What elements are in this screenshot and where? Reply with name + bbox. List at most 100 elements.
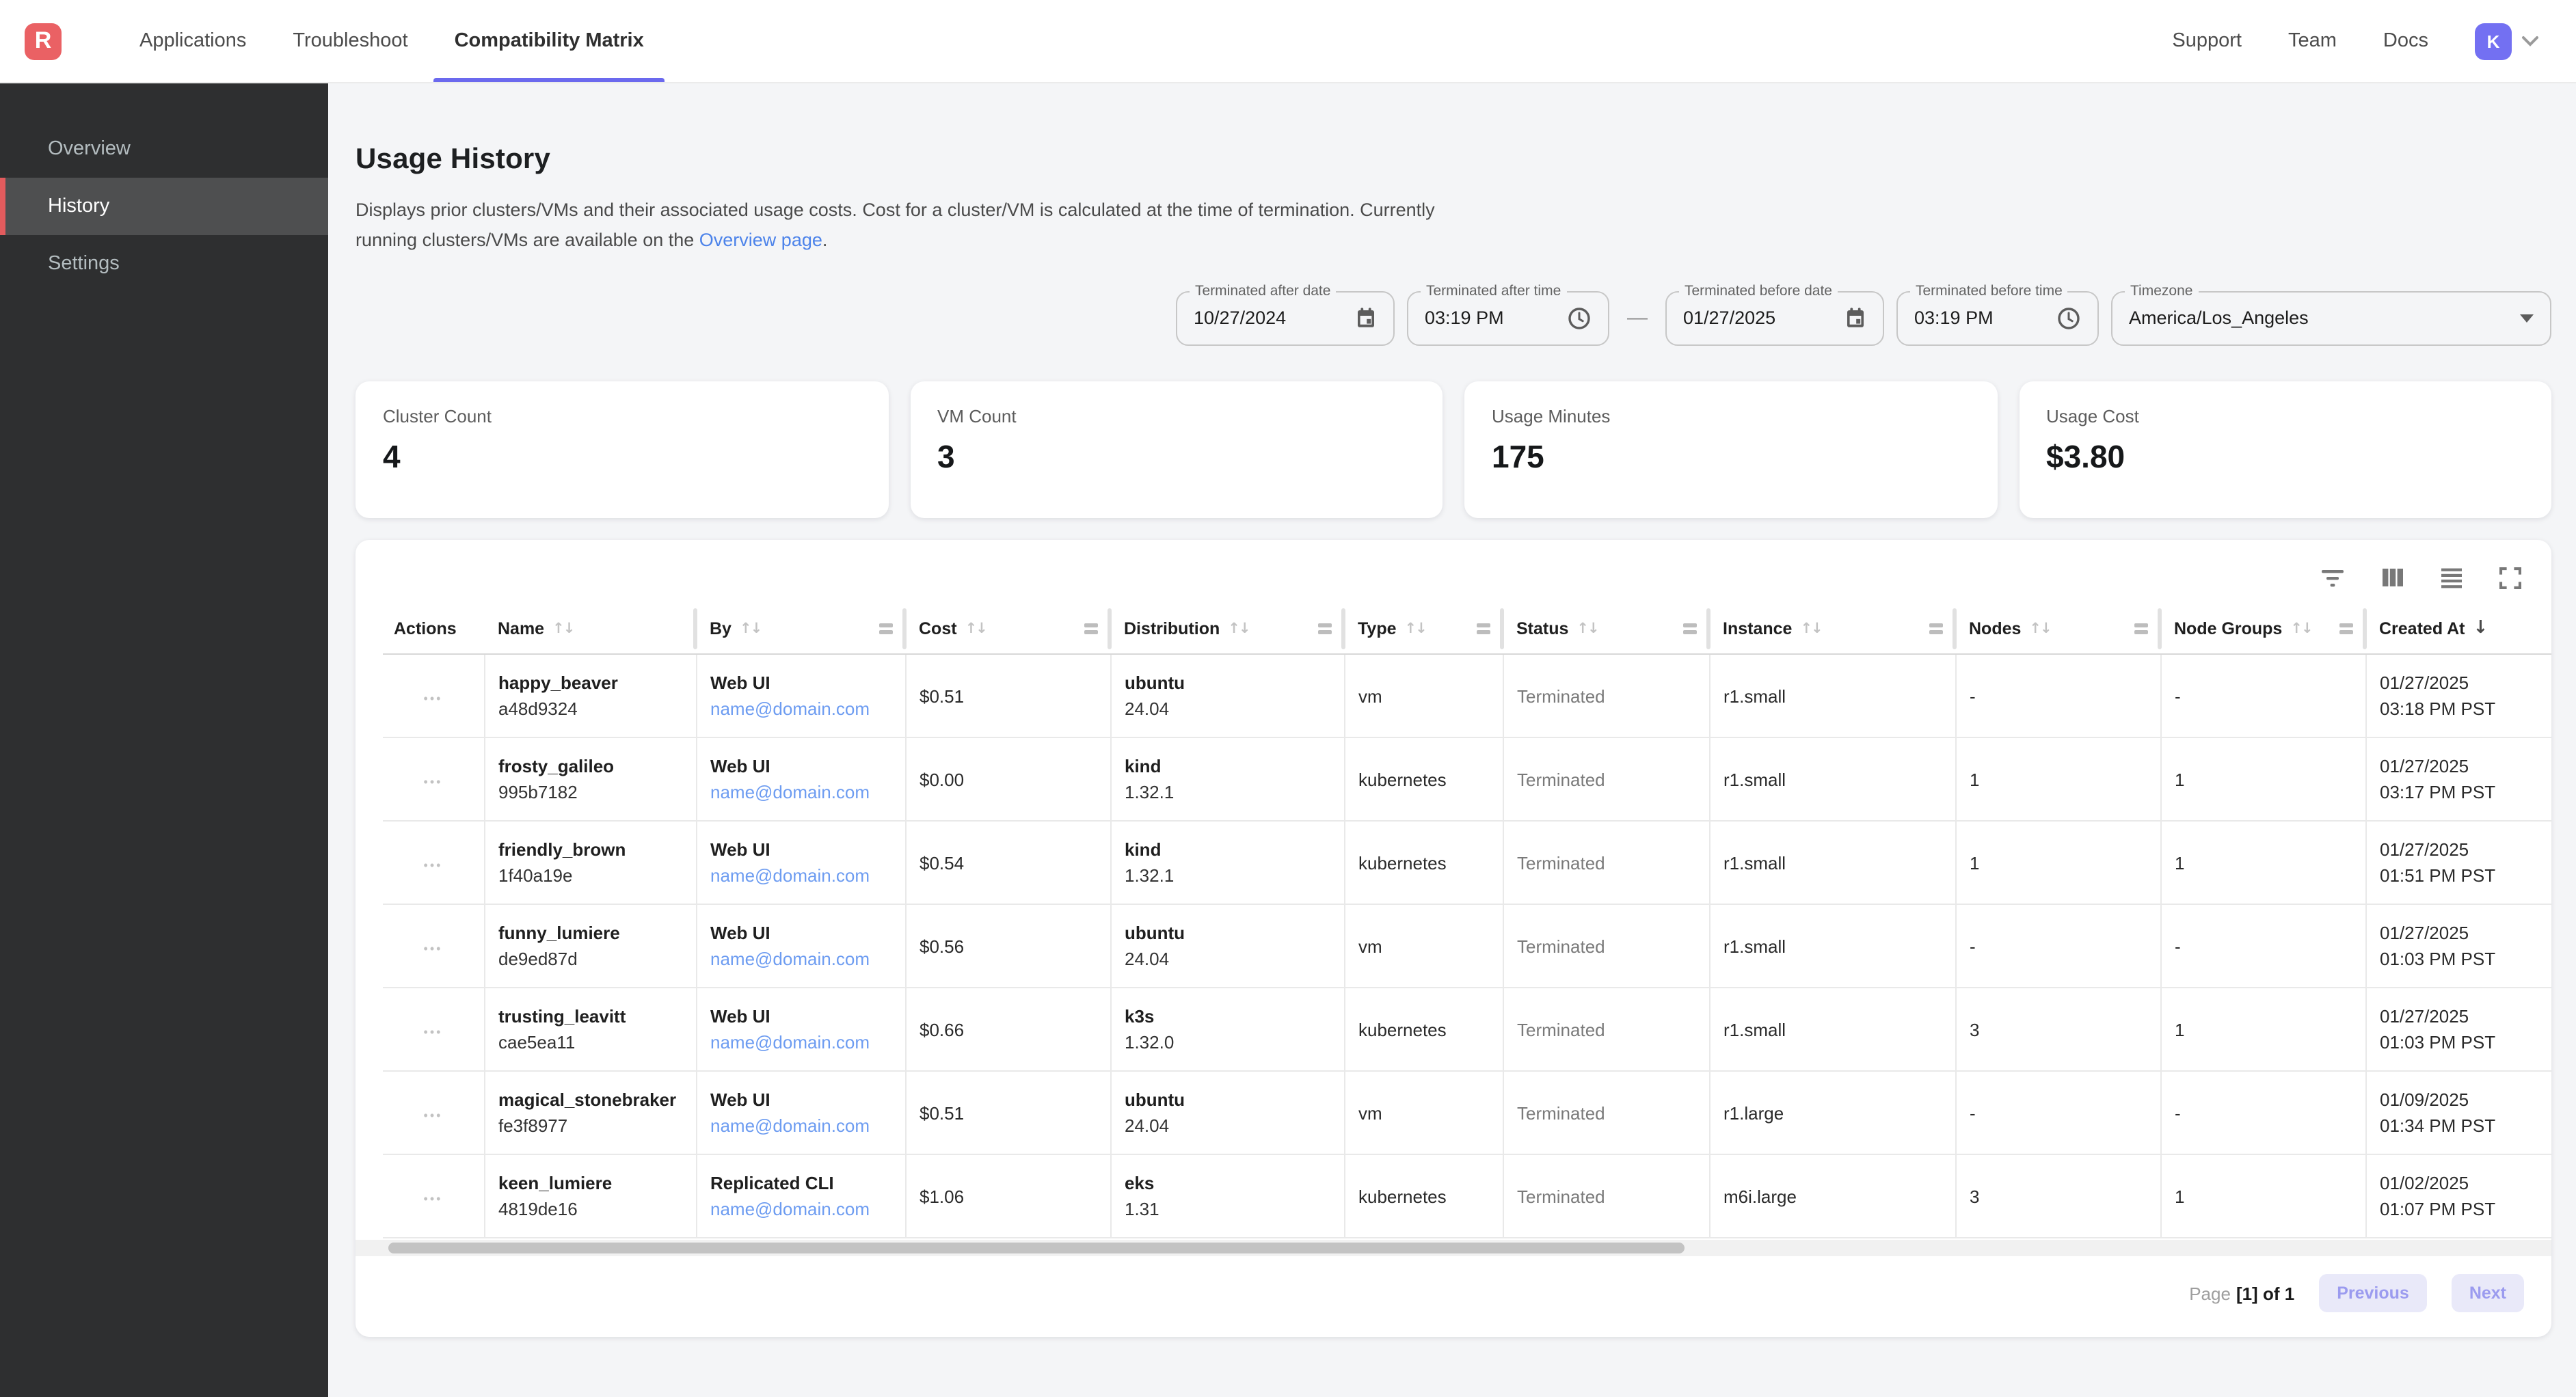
scrollbar-thumb[interactable] <box>388 1243 1685 1254</box>
column-resize-icon[interactable] <box>1084 623 1098 634</box>
stat-card-usage-cost: Usage Cost $3.80 <box>2019 381 2551 518</box>
table-row: ••• magical_stonebraker fe3f8977 Web UI na… <box>383 1071 2551 1156</box>
sort-icon[interactable]: ↑↓ <box>1577 620 1599 637</box>
more-actions-icon[interactable]: ••• <box>423 1191 443 1206</box>
calendar-icon[interactable] <box>1336 306 1377 329</box>
columns-icon[interactable] <box>2382 567 2404 588</box>
cell-type: vm <box>1344 1071 1503 1156</box>
sidebar-item-settings[interactable]: Settings <box>48 253 120 275</box>
created-by: Web UI <box>710 839 770 860</box>
cell-type: kubernetes <box>1344 821 1503 906</box>
fullscreen-icon[interactable] <box>2499 567 2521 589</box>
created-by-email-link[interactable]: name@domain.com <box>710 782 870 803</box>
stat-value: 175 <box>1492 438 1544 474</box>
cluster-id: cae5ea11 <box>498 1032 576 1053</box>
more-actions-icon[interactable]: ••• <box>423 858 443 872</box>
clock-icon[interactable] <box>2037 306 2081 330</box>
nav-link-support[interactable]: Support <box>2172 30 2242 52</box>
timezone-select[interactable]: Timezone America/Los_Angeles <box>2111 282 2551 346</box>
col-header-node-groups[interactable]: Node Groups ↑↓ <box>2160 603 2365 655</box>
created-by-email-link[interactable]: name@domain.com <box>710 1115 870 1137</box>
next-page-button[interactable]: Next <box>2451 1274 2524 1313</box>
created-by-email-link[interactable]: name@domain.com <box>710 865 870 886</box>
col-header-instance[interactable]: Instance ↑↓ <box>1709 603 1955 655</box>
nav-item-troubleshoot[interactable]: Troubleshoot <box>293 30 408 52</box>
created-by-email-link[interactable]: name@domain.com <box>710 698 870 720</box>
col-header-nodes[interactable]: Nodes ↑↓ <box>1955 603 2160 655</box>
column-resize-icon[interactable] <box>1477 623 1490 634</box>
more-actions-icon[interactable]: ••• <box>423 774 443 789</box>
col-header-cost[interactable]: Cost ↑↓ <box>905 603 1110 655</box>
cluster-name: magical_stonebraker <box>498 1089 677 1111</box>
column-resize-icon[interactable] <box>1929 623 1943 634</box>
density-icon[interactable] <box>2441 567 2463 588</box>
filter-icon[interactable] <box>2320 568 2345 587</box>
clock-icon[interactable] <box>1548 306 1592 330</box>
cell-cost: $0.51 <box>905 654 1111 739</box>
field-value: 01/27/2025 <box>1683 308 1776 329</box>
overview-page-link[interactable]: Overview page <box>699 229 822 250</box>
terminated-before-time-field[interactable]: Terminated before time 03:19 PM <box>1896 282 2099 346</box>
nav-link-team[interactable]: Team <box>2287 30 2337 52</box>
created-by: Web UI <box>710 756 770 777</box>
sort-icon[interactable]: ↑↓ <box>1800 620 1823 637</box>
horizontal-scrollbar[interactable] <box>355 1240 2551 1257</box>
col-header-status[interactable]: Status ↑↓ <box>1503 603 1709 655</box>
sort-icon[interactable]: ↑↓ <box>2029 620 2052 637</box>
sort-icon[interactable]: ↑↓ <box>1404 620 1427 637</box>
created-by-email-link[interactable]: name@domain.com <box>710 949 870 970</box>
cell-cost: $0.66 <box>905 988 1111 1072</box>
col-header-by[interactable]: By ↑↓ <box>696 603 905 655</box>
sort-icon[interactable]: ↑↓ <box>739 620 762 637</box>
sort-icon[interactable]: ↑↓ <box>1228 620 1250 637</box>
sort-icon[interactable]: ↑↓ <box>965 620 988 637</box>
col-header-created-at[interactable]: Created At ↓ <box>2365 603 2551 655</box>
col-header-type[interactable]: Type ↑↓ <box>1344 603 1503 655</box>
more-actions-icon[interactable]: ••• <box>423 1108 443 1122</box>
previous-page-button[interactable]: Previous <box>2319 1274 2427 1313</box>
created-by-email-link[interactable]: name@domain.com <box>710 1032 870 1053</box>
account-menu[interactable]: K <box>2475 23 2539 59</box>
terminated-before-date-field[interactable]: Terminated before date 01/27/2025 <box>1665 282 1884 346</box>
column-resize-icon[interactable] <box>1318 623 1332 634</box>
nav-item-compatibility-matrix[interactable]: Compatibility Matrix <box>431 0 667 82</box>
cost-value: $0.54 <box>920 852 965 873</box>
calendar-icon[interactable] <box>1825 306 1866 329</box>
sort-icon[interactable]: ↑↓ <box>2290 620 2313 637</box>
terminated-after-time-field[interactable]: Terminated after time 03:19 PM <box>1407 282 1609 346</box>
distribution-version: 1.32.0 <box>1125 1032 1175 1053</box>
cell-created-at: 01/09/2025 01:34 PM PST <box>2365 1071 2551 1156</box>
column-resize-icon[interactable] <box>2339 623 2353 634</box>
terminated-after-date-field[interactable]: Terminated after date 10/27/2024 <box>1176 282 1395 346</box>
column-resize-icon[interactable] <box>2134 623 2148 634</box>
nodes-value: - <box>1970 686 1976 707</box>
more-actions-icon[interactable]: ••• <box>423 691 443 705</box>
col-header-distribution[interactable]: Distribution ↑↓ <box>1110 603 1344 655</box>
sidebar-item-history[interactable]: History <box>0 178 328 235</box>
column-label: By <box>710 619 732 638</box>
field-label: Timezone <box>2125 282 2199 299</box>
status-badge: Terminated <box>1517 769 1605 790</box>
cell-distribution: kind 1.32.1 <box>1110 737 1345 822</box>
cost-value: $0.00 <box>920 769 965 790</box>
replicated-logo[interactable]: R <box>25 23 62 59</box>
created-by-email-link[interactable]: name@domain.com <box>710 1199 870 1220</box>
col-header-name[interactable]: Name ↑↓ <box>484 603 696 655</box>
stat-value: 4 <box>383 438 401 474</box>
column-resize-icon[interactable] <box>879 623 893 634</box>
distribution-name: ubuntu <box>1125 673 1185 694</box>
nav-item-applications[interactable]: Applications <box>139 30 247 52</box>
more-actions-icon[interactable]: ••• <box>423 941 443 955</box>
type-value: kubernetes <box>1358 769 1447 790</box>
sidebar-item-overview[interactable]: Overview <box>48 138 131 160</box>
nodes-value: - <box>1970 1102 1976 1124</box>
range-separator: — <box>1627 306 1648 330</box>
sort-icon[interactable]: ↑↓ <box>552 620 575 637</box>
usage-history-table: Actions Name ↑↓ By ↑↓ Cost ↑↓ Distribution ↑… <box>383 603 2551 1239</box>
more-actions-icon[interactable]: ••• <box>423 1025 443 1039</box>
column-resize-icon[interactable] <box>1683 623 1697 634</box>
instance-value: r1.small <box>1723 936 1786 957</box>
avatar[interactable]: K <box>2475 23 2512 59</box>
nav-link-docs[interactable]: Docs <box>2383 30 2428 52</box>
sort-desc-icon[interactable]: ↓ <box>2473 618 2488 639</box>
